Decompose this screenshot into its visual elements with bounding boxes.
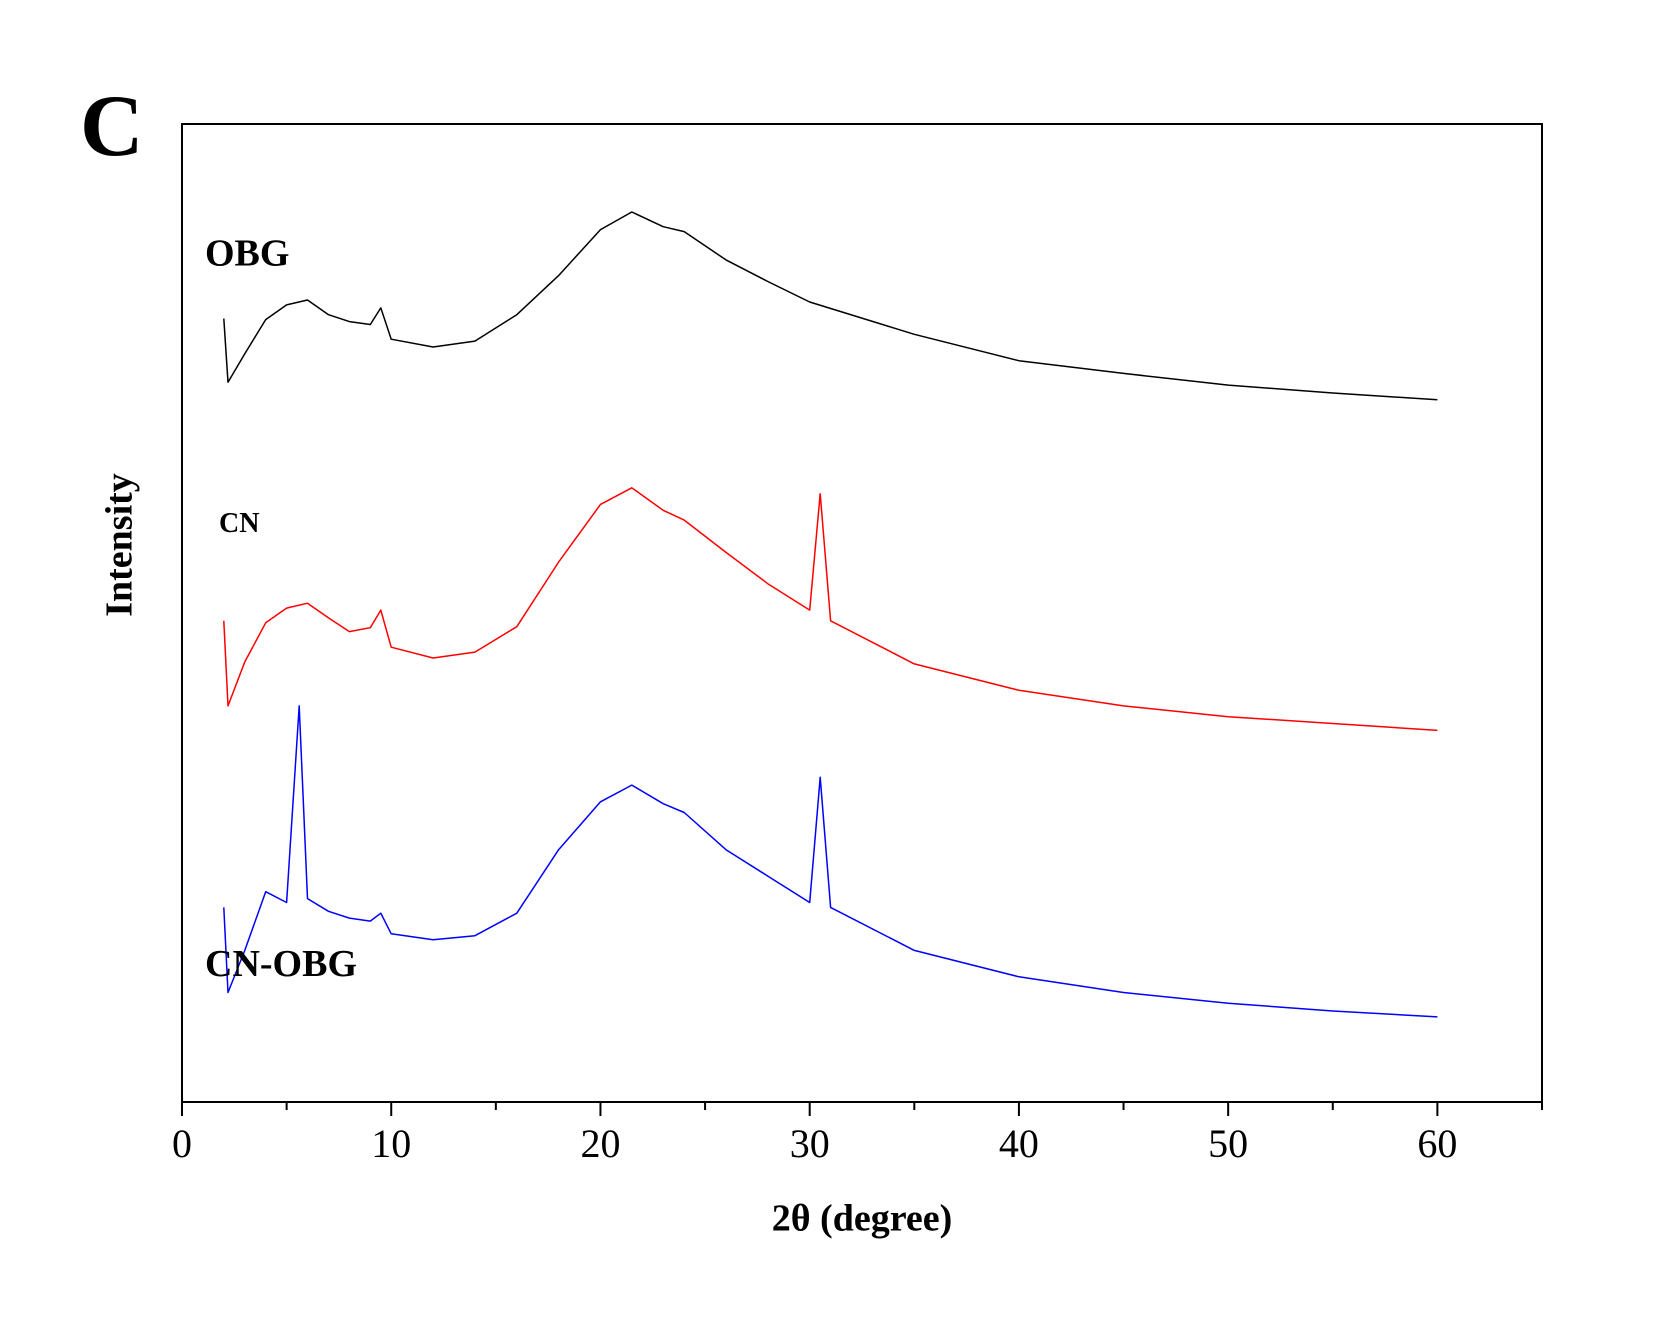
series-label: CN-OBG [205, 943, 357, 985]
x-tick-label: 40 [999, 1121, 1039, 1166]
x-tick-label: 0 [172, 1121, 192, 1166]
y-axis-title: Intensity [99, 473, 141, 617]
x-tick-label: 50 [1208, 1121, 1248, 1166]
x-tick-label: 20 [580, 1121, 620, 1166]
series-label: CN [219, 508, 259, 539]
panel-label: C [80, 78, 144, 175]
x-tick-label: 30 [790, 1121, 830, 1166]
data-line [223, 211, 1438, 401]
series-label: OBG [205, 232, 289, 274]
data-line [223, 487, 1438, 732]
plot-frame [181, 123, 1543, 1103]
x-tick-label: 60 [1417, 1121, 1457, 1166]
x-tick-label: 10 [371, 1121, 411, 1166]
x-axis-title: 2θ (degree) [772, 1198, 953, 1240]
data-line [223, 705, 1438, 1018]
